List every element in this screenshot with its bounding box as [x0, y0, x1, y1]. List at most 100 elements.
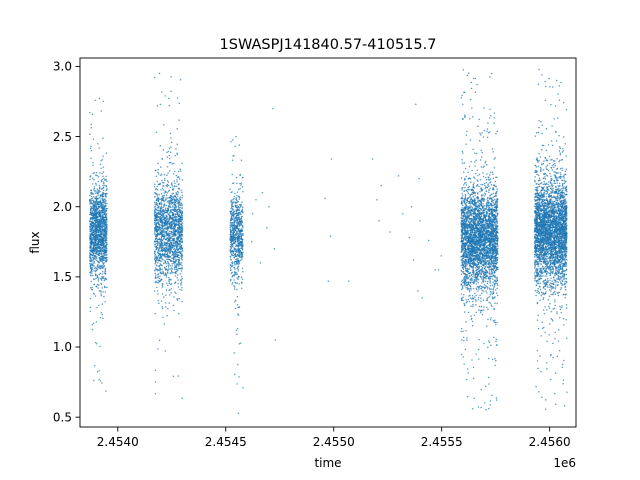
data-point [94, 219, 96, 222]
data-point [95, 190, 97, 192]
data-point [181, 216, 183, 219]
data-point [492, 288, 494, 291]
data-point [181, 287, 183, 289]
data-point [482, 171, 484, 174]
data-point [164, 95, 166, 97]
data-point [101, 158, 103, 161]
data-point [170, 232, 172, 235]
data-point [155, 281, 158, 283]
data-point [172, 238, 174, 240]
data-point [485, 408, 487, 411]
data-point [100, 110, 102, 112]
data-point [98, 273, 101, 276]
data-point [94, 256, 97, 259]
data-point [181, 194, 184, 197]
data-point [94, 216, 96, 219]
data-point [231, 222, 233, 224]
data-point [165, 242, 168, 245]
data-point [169, 211, 172, 214]
data-point [169, 222, 171, 224]
data-point [172, 192, 175, 194]
data-point [177, 267, 180, 270]
data-point [92, 195, 95, 198]
data-point [167, 248, 169, 251]
data-point [232, 233, 235, 235]
data-point [157, 348, 159, 350]
data-point [105, 212, 108, 215]
data-point [238, 198, 240, 200]
data-point [181, 213, 183, 215]
data-point [241, 238, 243, 241]
data-point [230, 250, 233, 252]
data-point [242, 251, 244, 254]
data-point [154, 183, 156, 185]
data-point [100, 278, 103, 280]
data-point [464, 348, 467, 351]
data-point [158, 249, 160, 252]
data-point [235, 299, 237, 302]
data-point [95, 269, 97, 271]
data-point [158, 226, 160, 229]
data-point [238, 235, 241, 238]
data-point [159, 242, 162, 245]
data-point [467, 186, 469, 189]
data-point [241, 225, 244, 228]
data-point [463, 162, 466, 164]
data-point [159, 207, 162, 210]
data-point [474, 165, 476, 167]
data-point [236, 258, 238, 260]
data-point [164, 252, 166, 254]
data-point [95, 182, 97, 185]
data-point [100, 242, 102, 244]
data-point [102, 267, 105, 269]
data-point [93, 200, 95, 203]
data-point [166, 227, 168, 229]
data-point [229, 218, 232, 221]
data-point [157, 242, 159, 244]
data-point [180, 253, 183, 256]
data-point [102, 218, 105, 220]
data-point [237, 223, 240, 225]
data-point [175, 197, 178, 199]
data-point [235, 234, 238, 236]
data-point [170, 206, 172, 209]
data-point [102, 171, 105, 173]
data-point [91, 260, 94, 262]
data-point [179, 279, 182, 281]
data-point [168, 206, 170, 208]
data-point [241, 176, 244, 179]
data-point [495, 338, 497, 340]
data-point [237, 363, 239, 366]
data-point [99, 201, 102, 203]
data-point [153, 76, 156, 79]
data-point [154, 232, 156, 235]
data-point [160, 229, 163, 231]
data-point [96, 306, 98, 309]
data-point [237, 278, 239, 280]
data-point [155, 276, 157, 279]
data-point [95, 267, 98, 270]
data-point [159, 226, 161, 229]
data-point [96, 243, 99, 246]
data-point [232, 250, 235, 253]
data-point [179, 209, 181, 211]
data-point [165, 289, 168, 291]
data-point [90, 264, 92, 267]
data-point [104, 236, 107, 238]
data-point [99, 258, 102, 261]
data-point [239, 218, 241, 220]
data-point [495, 212, 497, 214]
data-point [233, 246, 235, 249]
data-point [468, 165, 471, 168]
data-point [491, 207, 493, 209]
data-point [175, 174, 178, 177]
data-point [232, 252, 235, 254]
data-point [89, 194, 91, 197]
data-point [480, 194, 483, 196]
data-point [238, 216, 240, 219]
data-point [106, 192, 108, 195]
data-point [181, 179, 184, 181]
data-point [160, 173, 163, 175]
data-point [165, 184, 167, 187]
data-point [180, 284, 182, 286]
